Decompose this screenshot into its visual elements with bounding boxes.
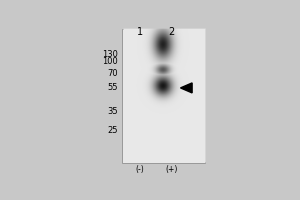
Text: 1: 1: [137, 27, 143, 37]
Text: 25: 25: [107, 126, 118, 135]
Text: 100: 100: [102, 57, 118, 66]
Bar: [122, 29, 205, 163]
Text: 55: 55: [107, 83, 118, 92]
Text: 35: 35: [107, 107, 118, 116]
Text: (-): (-): [135, 165, 144, 174]
Text: (+): (+): [165, 165, 177, 174]
Text: 70: 70: [107, 69, 118, 78]
Text: 130: 130: [102, 50, 118, 59]
Polygon shape: [181, 83, 192, 93]
Text: 2: 2: [168, 27, 174, 37]
